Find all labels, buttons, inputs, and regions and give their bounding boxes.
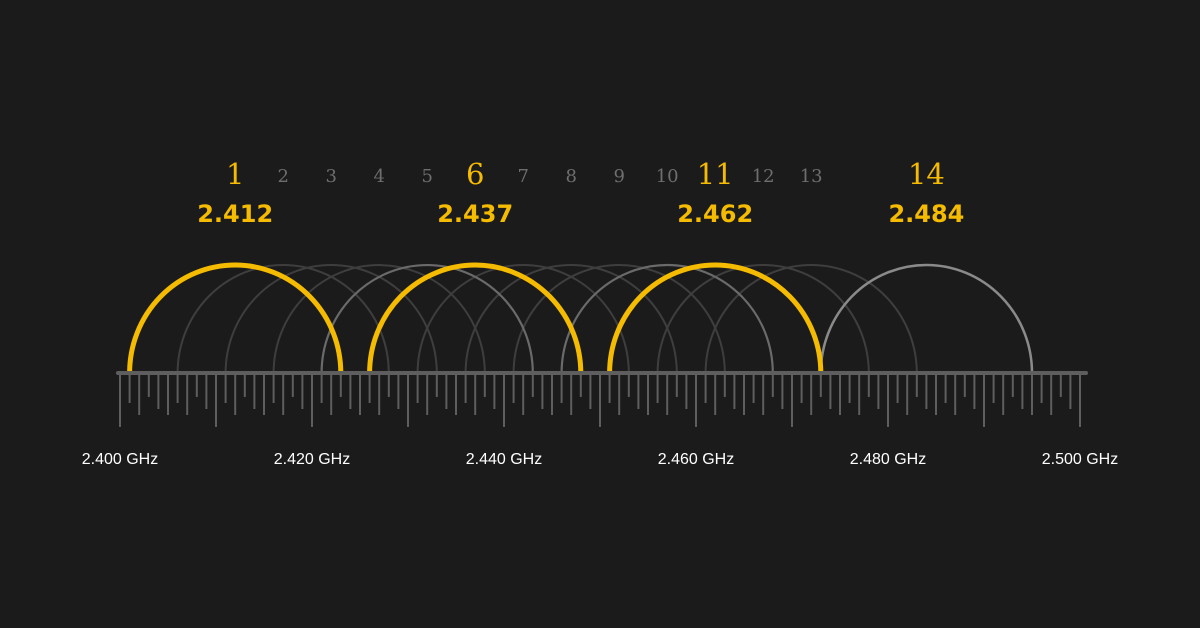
frequency-axis-labels: 2.400 GHz 2.420 GHz 2.440 GHz 2.460 GHz 2.48… bbox=[82, 451, 1118, 468]
axis-label: 2.460 GHz bbox=[658, 451, 734, 468]
channel-arcs-background bbox=[176, 263, 1034, 375]
channel-6-frequency: 2.437 bbox=[437, 200, 513, 228]
channel-14-arc bbox=[819, 263, 1034, 375]
channel-12-arc bbox=[656, 264, 870, 374]
axis-label: 2.500 GHz bbox=[1042, 451, 1118, 468]
channel-number-1: 1 bbox=[226, 157, 244, 191]
channel-11-frequency: 2.462 bbox=[677, 200, 753, 228]
axis-label: 2.440 GHz bbox=[466, 451, 542, 468]
channel-number-11: 11 bbox=[697, 157, 734, 191]
axis-label: 2.420 GHz bbox=[274, 451, 350, 468]
channel-7-arc bbox=[416, 264, 630, 374]
channel-number-row: 1 2 3 4 5 6 7 8 9 10 11 12 13 14 bbox=[226, 157, 945, 191]
channel-number-6: 6 bbox=[466, 157, 484, 191]
channel-number-12: 12 bbox=[752, 166, 775, 187]
channel-11-arc bbox=[607, 262, 824, 376]
channel-number-4: 4 bbox=[373, 166, 384, 187]
channel-number-2: 2 bbox=[277, 166, 288, 187]
channel-10-arc bbox=[560, 263, 774, 375]
channel-number-10: 10 bbox=[656, 166, 679, 187]
channel-number-9: 9 bbox=[613, 166, 624, 187]
channel-8-arc bbox=[464, 264, 678, 374]
channel-number-3: 3 bbox=[325, 166, 336, 187]
channel-1-arc bbox=[127, 262, 344, 376]
channel-5-arc bbox=[320, 263, 534, 375]
channel-2-arc bbox=[176, 264, 390, 374]
channel-9-arc bbox=[512, 264, 726, 374]
axis-label: 2.480 GHz bbox=[850, 451, 926, 468]
channel-number-5: 5 bbox=[421, 166, 432, 187]
channel-number-7: 7 bbox=[517, 166, 528, 187]
channel-number-13: 13 bbox=[800, 166, 823, 187]
axis-label: 2.400 GHz bbox=[82, 451, 158, 468]
channel-1-frequency: 2.412 bbox=[197, 200, 273, 228]
channel-14-frequency: 2.484 bbox=[888, 200, 964, 228]
channel-6-arc bbox=[367, 262, 584, 376]
channel-number-8: 8 bbox=[565, 166, 576, 187]
channel-number-14: 14 bbox=[908, 157, 945, 191]
channel-arcs-highlighted bbox=[127, 262, 824, 376]
channel-13-arc bbox=[704, 264, 918, 374]
channel-3-arc bbox=[224, 264, 438, 374]
channel-center-frequency-row: 2.412 2.437 2.462 2.484 bbox=[197, 200, 964, 228]
frequency-axis bbox=[116, 371, 1088, 427]
channel-4-arc bbox=[272, 264, 486, 374]
